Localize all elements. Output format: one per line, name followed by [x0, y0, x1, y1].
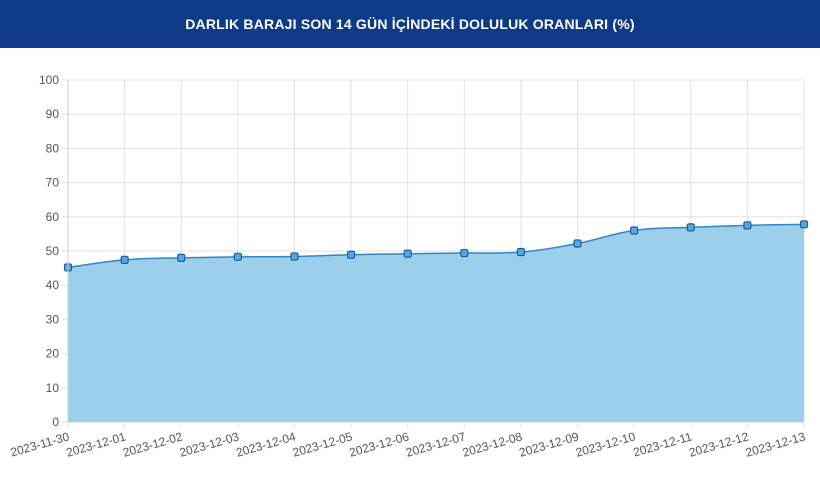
y-tick-label: 30: [46, 312, 60, 326]
y-tick-label: 20: [46, 347, 60, 361]
x-tick-label: 2023-12-09: [517, 429, 580, 459]
data-point-2023-12-11[interactable]: [686, 223, 695, 232]
x-tick-label: 2023-12-03: [178, 429, 241, 459]
x-tick-label: 2023-12-13: [744, 429, 807, 459]
area-series: [67, 223, 805, 422]
data-point-2023-12-05[interactable]: [346, 250, 356, 259]
y-tick-label: 40: [46, 278, 60, 292]
data-point-2023-12-04[interactable]: [290, 252, 299, 261]
y-tick-label: 0: [52, 415, 59, 429]
data-point-2023-12-08[interactable]: [516, 247, 526, 257]
data-points: [63, 220, 809, 272]
x-tick-label: 2023-11-30: [9, 429, 71, 459]
x-tick-label: 2023-12-01: [65, 429, 128, 459]
x-tick-label: 2023-12-05: [291, 429, 354, 459]
data-point-2023-12-03[interactable]: [233, 252, 242, 261]
y-tick-label: 70: [46, 176, 60, 190]
x-tick-label: 2023-12-12: [687, 429, 750, 459]
area-fill: [68, 224, 804, 422]
y-tick-label: 100: [39, 73, 59, 87]
x-tick-label: 2023-12-10: [574, 429, 637, 459]
data-point-2023-12-07[interactable]: [460, 248, 469, 258]
chart-title-bar: DARLIK BARAJI SON 14 GÜN İÇİNDEKİ DOLULU…: [0, 0, 820, 48]
data-point-2023-12-09[interactable]: [573, 239, 582, 248]
x-tick-label: 2023-12-08: [461, 429, 524, 459]
data-point-2023-12-12[interactable]: [743, 221, 752, 230]
y-tick-label: 90: [46, 107, 60, 121]
data-point-2023-12-13[interactable]: [799, 220, 809, 229]
chart-area: 0 10 20 30 40 50 60 70 80 90 100 2023-11-30 2023-12…: [0, 48, 820, 480]
chart-title: DARLIK BARAJI SON 14 GÜN İÇİNDEKİ DOLULU…: [185, 16, 635, 32]
data-point-2023-12-10[interactable]: [630, 226, 639, 235]
y-tick-label: 60: [46, 210, 60, 224]
data-point-2023-12-02[interactable]: [177, 253, 186, 262]
y-axis: 0 10 20 30 40 50 60 70 80 90 100: [39, 73, 69, 429]
x-tick-label: 2023-12-07: [404, 429, 467, 459]
x-tick-label: 2023-12-04: [234, 429, 297, 459]
data-point-2023-12-06[interactable]: [403, 249, 412, 258]
y-tick-label: 10: [46, 381, 60, 395]
series-line: [67, 223, 805, 269]
x-tick-label: 2023-12-11: [632, 429, 694, 459]
data-point-2023-12-01[interactable]: [120, 255, 129, 264]
y-tick-label: 80: [46, 141, 60, 155]
y-tick-label: 50: [46, 244, 60, 258]
x-tick-label: 2023-12-02: [121, 429, 184, 459]
x-tick-label: 2023-12-06: [348, 429, 411, 459]
